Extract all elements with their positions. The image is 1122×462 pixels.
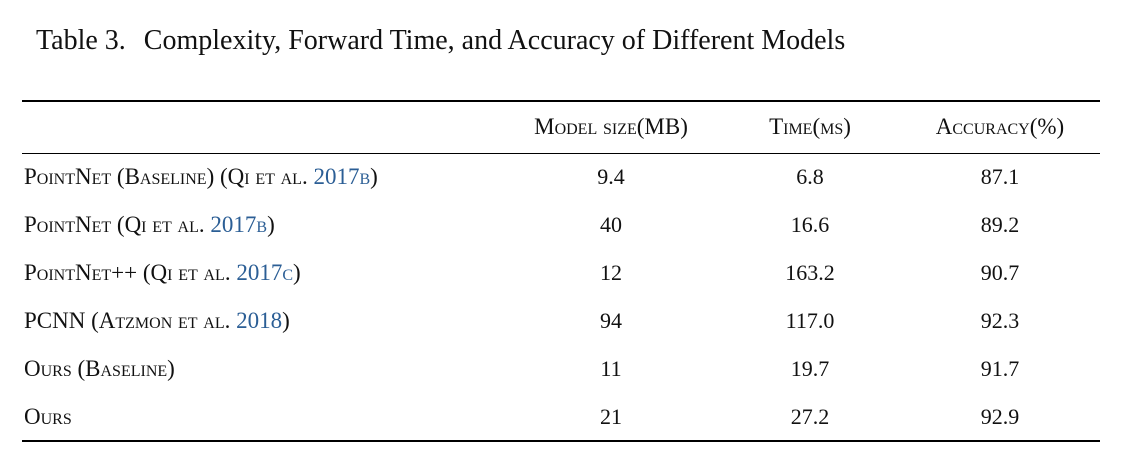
column-header-model-size: Model size(MB)	[502, 101, 720, 154]
model-size-cell: 9.4	[597, 164, 625, 190]
accuracy-cell: 91.7	[980, 356, 1020, 381]
model-name-suffix: )	[282, 308, 290, 333]
model-name-cell: PointNet (Qi et al. 2017b)	[22, 201, 502, 249]
model-name-suffix: )	[293, 260, 301, 285]
model-name: Ours	[24, 403, 72, 429]
model-name-cell: Ours (Baseline)	[22, 345, 502, 393]
results-table: Model size(MB) Time(ms) Accuracy(%) Poin…	[22, 100, 1100, 442]
time-cell: 19.7	[790, 356, 830, 381]
citation-link[interactable]: 2017c	[236, 260, 293, 285]
model-name-cell: PointNet++ (Qi et al. 2017c)	[22, 249, 502, 297]
table-row: PointNet (Qi et al. 2017b) 40 16.6 89.2	[22, 201, 1100, 249]
model-name-suffix: )	[370, 164, 378, 190]
header-row: Model size(MB) Time(ms) Accuracy(%)	[22, 101, 1100, 154]
model-name: Ours (Baseline)	[24, 356, 175, 381]
table-row: PointNet (Baseline) (Qi et al. 2017b) 9.…	[22, 153, 1100, 201]
citation-link[interactable]: 2018	[236, 308, 283, 333]
table-row: PointNet++ (Qi et al. 2017c) 12 163.2 90…	[22, 249, 1100, 297]
time-cell: 117.0	[785, 308, 835, 333]
accuracy-cell: 89.2	[980, 212, 1020, 237]
accuracy-cell: 87.1	[980, 164, 1020, 190]
model-name: PCNN (Atzmon et al.	[24, 308, 237, 333]
model-name-cell: Ours	[22, 393, 502, 441]
model-size-cell: 21	[600, 403, 622, 429]
table-row: PCNN (Atzmon et al. 2018) 94 117.0 92.3	[22, 297, 1100, 345]
model-name-cell: PointNet (Baseline) (Qi et al. 2017b)	[22, 153, 502, 201]
model-size-cell: 11	[600, 356, 622, 381]
time-cell: 6.8	[796, 164, 824, 190]
model-name: PointNet (Qi et al.	[24, 212, 211, 237]
time-cell: 163.2	[785, 260, 835, 285]
table-row: Ours 21 27.2 92.9	[22, 393, 1100, 441]
model-size-cell: 94	[600, 308, 622, 333]
column-header-accuracy: Accuracy(%)	[900, 101, 1100, 154]
model-name-suffix: )	[267, 212, 275, 237]
model-size-cell: 40	[600, 212, 622, 237]
time-cell: 27.2	[790, 403, 830, 429]
model-name: PointNet (Baseline) (Qi et al.	[24, 164, 314, 190]
accuracy-cell: 90.7	[980, 260, 1020, 285]
table-caption-text: Complexity, Forward Time, and Accuracy o…	[143, 25, 846, 56]
citation-link[interactable]: 2017b	[210, 212, 268, 237]
table-row: Ours (Baseline) 11 19.7 91.7	[22, 345, 1100, 393]
table-caption: Table 3. Complexity, Forward Time, and Ac…	[36, 24, 1122, 58]
table-caption-label: Table 3.	[36, 25, 126, 56]
model-name: PointNet++ (Qi et al.	[24, 260, 237, 285]
model-size-cell: 12	[600, 260, 622, 285]
citation-link[interactable]: 2017b	[313, 164, 371, 190]
time-cell: 16.6	[790, 212, 830, 237]
column-header-model	[22, 101, 502, 154]
accuracy-cell: 92.9	[980, 403, 1020, 429]
accuracy-cell: 92.3	[980, 308, 1020, 333]
model-name-cell: PCNN (Atzmon et al. 2018)	[22, 297, 502, 345]
column-header-time: Time(ms)	[720, 101, 900, 154]
